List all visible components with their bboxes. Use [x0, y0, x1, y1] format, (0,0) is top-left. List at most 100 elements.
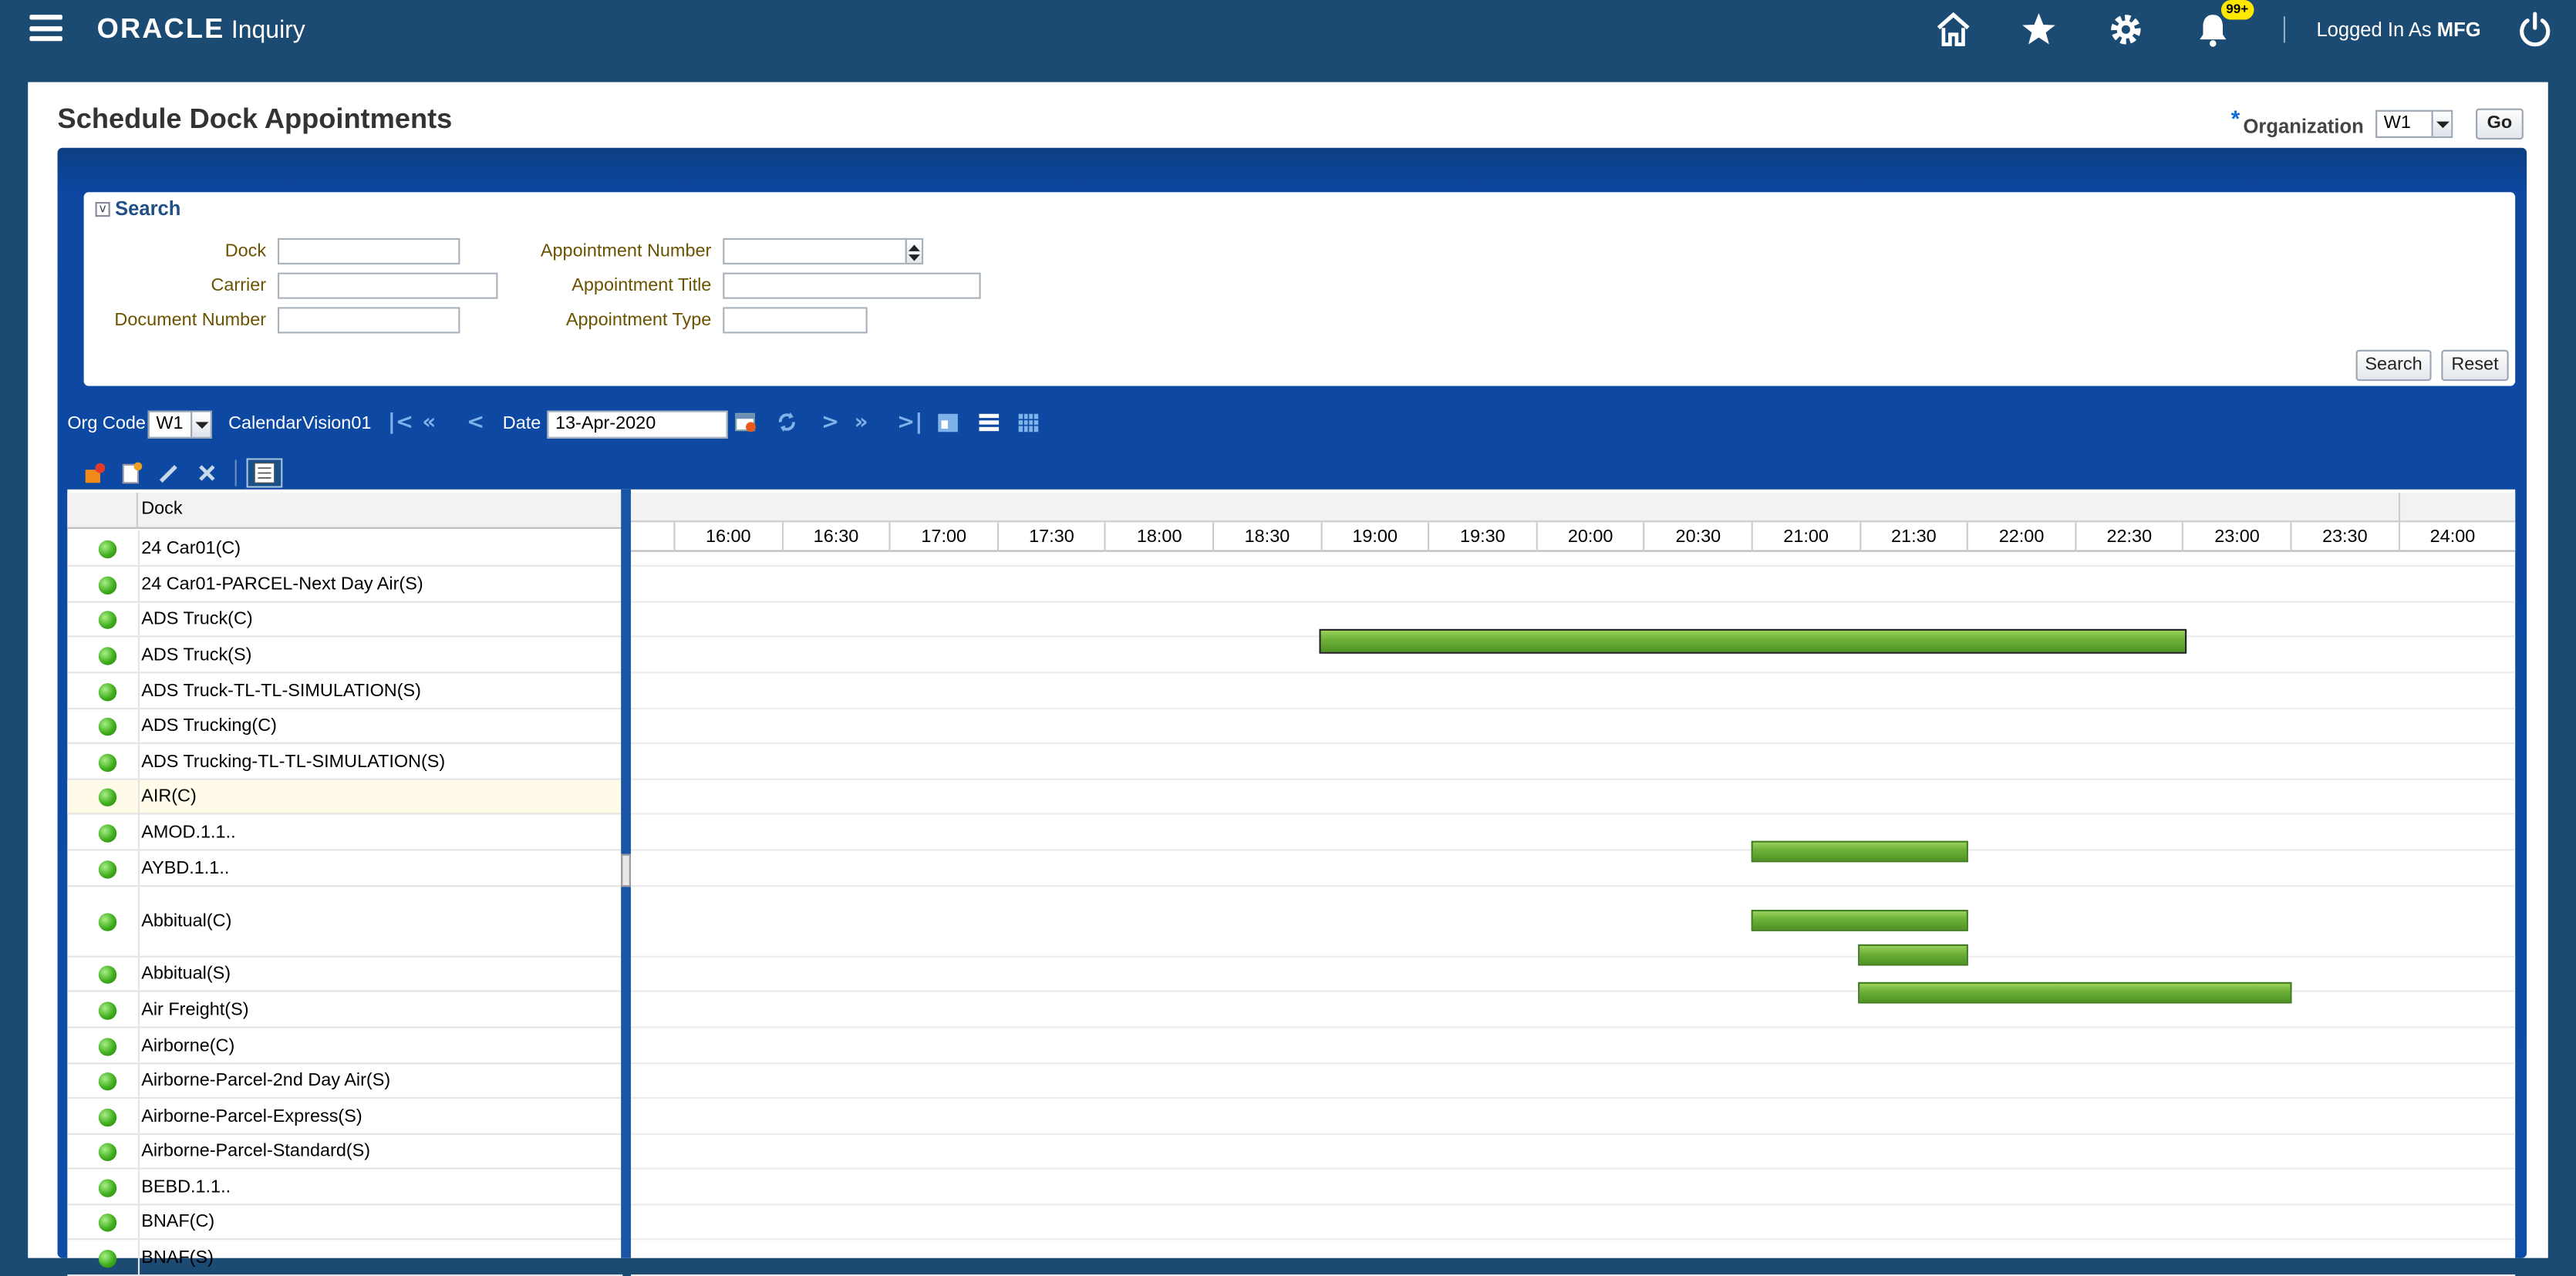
dock-row[interactable]: Air Freight(S): [67, 992, 623, 1029]
appointment-bar[interactable]: [1751, 840, 1968, 863]
timeline-row[interactable]: [630, 780, 2516, 815]
hamburger-icon[interactable]: [29, 15, 62, 42]
bell-icon[interactable]: [2193, 10, 2233, 49]
date-input[interactable]: 13-Apr-2020: [547, 410, 728, 439]
dock-row[interactable]: Abbitual(C): [67, 887, 623, 958]
timeline-row[interactable]: [630, 1205, 2516, 1241]
gear-icon[interactable]: [2106, 10, 2146, 49]
status-indicator-icon: [98, 1001, 117, 1019]
reset-button[interactable]: Reset: [2441, 349, 2509, 382]
previous-icon[interactable]: <: [466, 410, 485, 436]
timeline-row[interactable]: [630, 815, 2516, 851]
delete-icon[interactable]: [195, 462, 218, 485]
dock-row[interactable]: ADS Trucking(C): [67, 709, 623, 744]
status-column-header: [67, 493, 138, 529]
dock-name: Airborne(C): [141, 1035, 235, 1055]
search-title[interactable]: Search: [115, 197, 181, 221]
timeline-row[interactable]: [630, 1135, 2516, 1170]
timeline-row[interactable]: [630, 887, 2516, 958]
appointment-bar[interactable]: [1858, 981, 2292, 1004]
next-icon[interactable]: >: [821, 410, 840, 436]
time-label: 18:30: [1212, 522, 1320, 552]
dock-name: Abbitual(S): [141, 964, 231, 984]
time-label: 16:30: [781, 522, 889, 552]
appointment-title-input[interactable]: [723, 272, 981, 299]
splitter[interactable]: [621, 489, 631, 1258]
dock-row[interactable]: ADS Truck-TL-TL-SIMULATION(S): [67, 673, 623, 710]
dock-row[interactable]: AIR(C): [67, 779, 623, 815]
carrier-input[interactable]: [277, 272, 498, 299]
status-indicator-icon: [98, 1037, 117, 1055]
week-view-icon[interactable]: [977, 412, 1000, 434]
dock-row[interactable]: Airborne(C): [67, 1028, 623, 1065]
status-indicator-icon: [98, 682, 117, 701]
dock-input[interactable]: [277, 237, 460, 264]
dock-row[interactable]: ADS Truck(C): [67, 602, 623, 638]
timeline-row[interactable]: [630, 530, 2516, 567]
collapse-icon[interactable]: v: [95, 202, 110, 217]
dock-row[interactable]: 24 Car01-PARCEL-Next Day Air(S): [67, 566, 623, 603]
appointment-number-input[interactable]: [723, 237, 907, 264]
dock-row[interactable]: ADS Truck(S): [67, 637, 623, 674]
new-icon[interactable]: [120, 462, 143, 485]
calendar-icon[interactable]: [734, 411, 757, 434]
logged-in-label: Logged In As: [2316, 18, 2432, 42]
dock-row[interactable]: Airborne-Parcel-2nd Day Air(S): [67, 1064, 623, 1099]
power-icon[interactable]: [2515, 10, 2554, 49]
list-view-icon[interactable]: [246, 458, 283, 488]
chevron-down-icon[interactable]: [2431, 111, 2452, 136]
timeline-header-top: [630, 493, 2516, 523]
number-stepper[interactable]: [905, 237, 924, 264]
rewind-icon[interactable]: «: [422, 410, 437, 436]
timeline-row[interactable]: [630, 709, 2516, 744]
carrier-label: Carrier: [211, 275, 267, 296]
refresh-icon[interactable]: [775, 411, 798, 434]
dock-header-label: Dock: [141, 499, 183, 520]
timeline-row[interactable]: [630, 1099, 2516, 1135]
dock-row[interactable]: BNAF(C): [67, 1205, 623, 1241]
org-code-select[interactable]: W1: [147, 410, 212, 439]
timeline-row[interactable]: [630, 850, 2516, 887]
document-number-input[interactable]: [277, 307, 460, 334]
dock-row[interactable]: Airborne-Parcel-Standard(S): [67, 1134, 623, 1170]
home-icon[interactable]: [1934, 10, 1973, 49]
time-label: 22:00: [1967, 522, 2075, 552]
dock-row[interactable]: AMOD.1.1..: [67, 814, 623, 851]
timeline-row[interactable]: [630, 992, 2516, 1029]
timeline-row[interactable]: [630, 637, 2516, 674]
dock-row[interactable]: BEBD.1.1..: [67, 1169, 623, 1206]
dock-row[interactable]: 24 Car01(C): [67, 530, 623, 567]
appointment-bar[interactable]: [1858, 944, 1968, 966]
row-separator: [137, 814, 140, 850]
timeline-row[interactable]: [630, 1028, 2516, 1065]
edit-icon[interactable]: [157, 462, 180, 485]
appointment-bar[interactable]: [1751, 910, 1968, 931]
day-view-icon[interactable]: [936, 412, 959, 434]
appointment-type-input[interactable]: [723, 307, 868, 334]
dock-row[interactable]: Airborne-Parcel-Express(S): [67, 1099, 623, 1135]
month-view-icon[interactable]: [1017, 412, 1040, 434]
timeline-row[interactable]: [630, 673, 2516, 710]
fast-forward-icon[interactable]: »: [854, 410, 868, 436]
timeline-row[interactable]: [630, 567, 2516, 603]
star-icon[interactable]: [2019, 10, 2058, 49]
appointment-bar[interactable]: [1319, 628, 2187, 654]
organization-select[interactable]: W1: [2375, 109, 2453, 138]
timeline-row[interactable]: [630, 744, 2516, 780]
dock-row[interactable]: Abbitual(S): [67, 957, 623, 992]
dock-name: Airborne-Parcel-Express(S): [141, 1106, 362, 1126]
timeline-row[interactable]: [630, 1170, 2516, 1206]
first-icon[interactable]: |<: [387, 410, 414, 436]
search-button[interactable]: Search: [2355, 349, 2432, 382]
go-button[interactable]: Go: [2476, 108, 2524, 140]
dock-row[interactable]: ADS Trucking-TL-TL-SIMULATION(S): [67, 743, 623, 780]
row-separator: [137, 637, 140, 672]
last-icon[interactable]: >|: [897, 410, 923, 436]
splitter-handle-icon[interactable]: [621, 853, 631, 887]
timeline-row[interactable]: [630, 958, 2516, 992]
chevron-down-icon[interactable]: [191, 412, 211, 437]
timeline-row[interactable]: [630, 1064, 2516, 1099]
dock-row[interactable]: AYBD.1.1..: [67, 850, 623, 887]
create-appointment-icon[interactable]: [84, 462, 107, 485]
time-label: 20:00: [1536, 522, 1644, 552]
